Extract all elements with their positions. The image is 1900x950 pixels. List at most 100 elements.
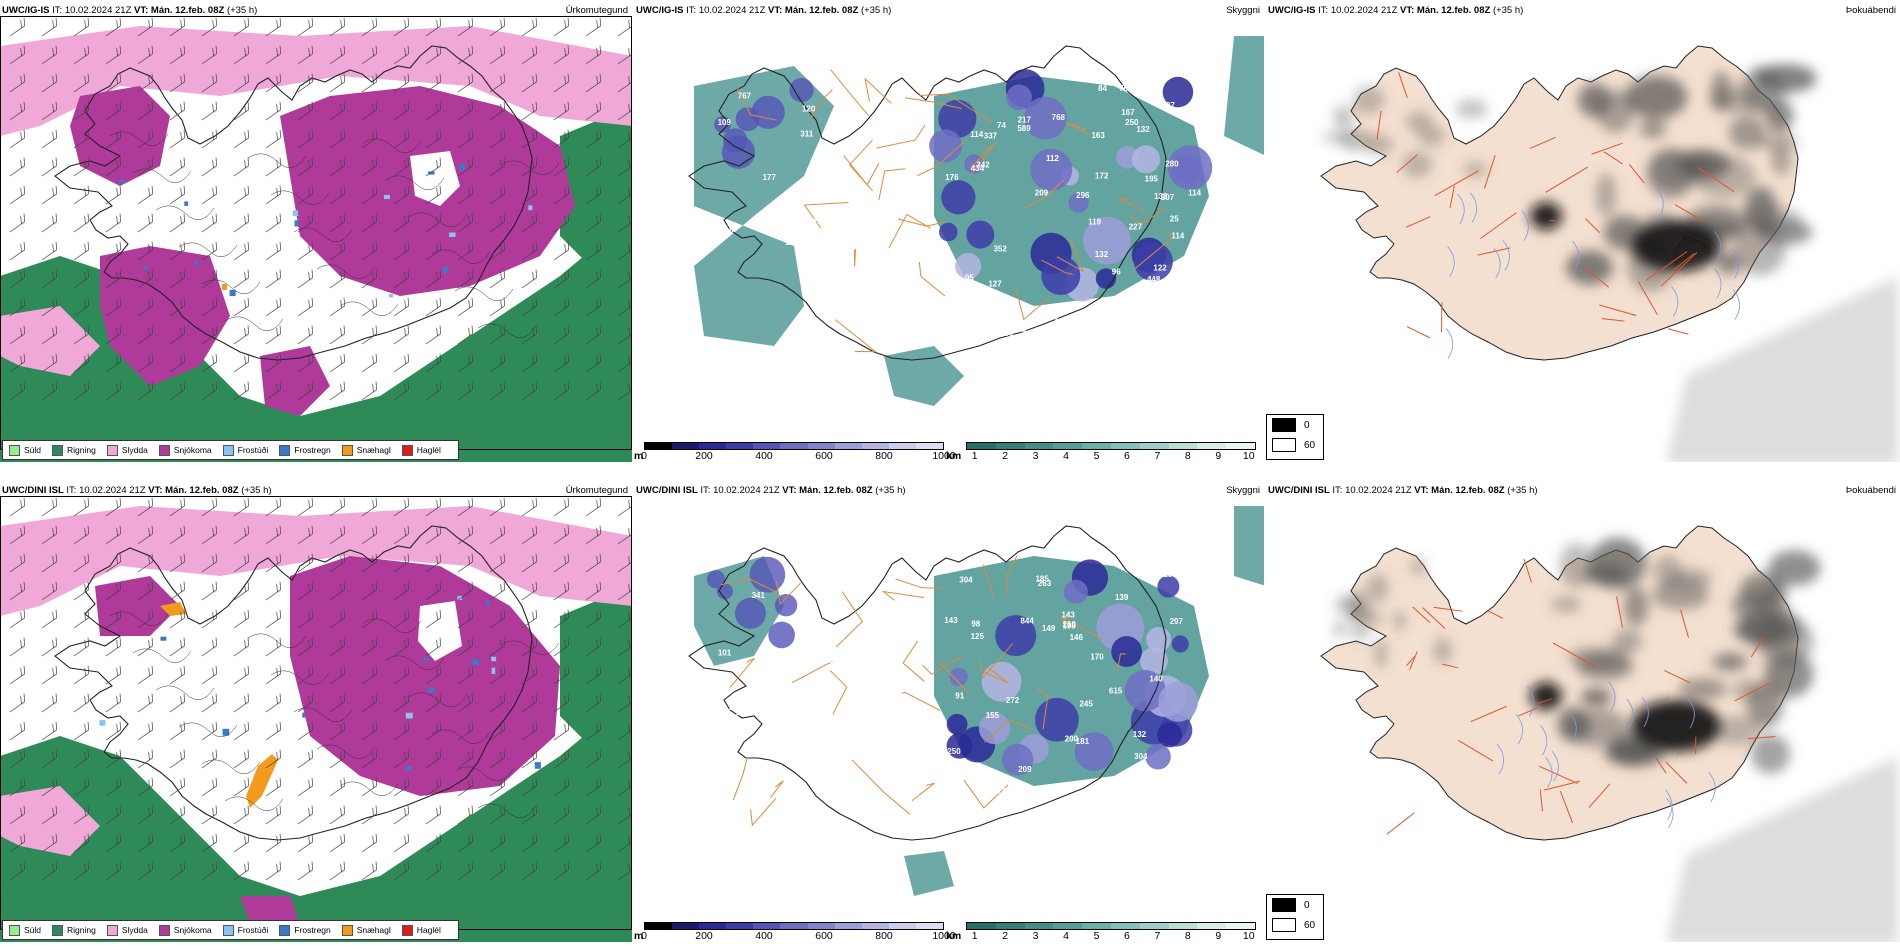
wind-barb: [617, 749, 632, 769]
wind-barb: [393, 805, 410, 825]
fog-cell: [1348, 609, 1383, 626]
wind-barb: [41, 693, 58, 713]
dry-patch: [418, 601, 462, 661]
wind-barb: [617, 805, 632, 825]
freezing-precip-spot: [99, 720, 106, 726]
legend-label: Rigning: [67, 445, 96, 455]
wind-barb: [297, 581, 314, 601]
panel-title: Þokuábendi: [1845, 485, 1896, 496]
cloud-base-height-label: 139: [1115, 593, 1129, 602]
wind-barb: [137, 497, 154, 517]
wind-barb: [617, 581, 632, 601]
wind-barb: [329, 129, 346, 149]
cloud-base-height-label: 25: [1170, 215, 1179, 224]
wind-barb: [233, 581, 250, 601]
low-visibility-area: [1224, 36, 1264, 156]
river: [1493, 247, 1501, 279]
wind-barb: [9, 241, 26, 261]
legend-item: Snæhagl: [341, 924, 391, 936]
fog-cell: [1596, 89, 1634, 133]
terrain-contour: [178, 722, 238, 737]
road: [1584, 218, 1600, 233]
river: [1545, 757, 1553, 788]
wind-barb: [361, 269, 378, 289]
wind-barb: [521, 693, 538, 713]
colorbar-segment: [780, 923, 808, 929]
cloud-base-height-label: 132: [1095, 250, 1109, 259]
wind-barb: [105, 637, 122, 657]
wind-barb: [9, 861, 26, 881]
colorbar-segment: [1197, 923, 1227, 929]
cloud-base-cell: [1063, 579, 1088, 604]
cloud-base-height-label: 597: [1161, 101, 1175, 110]
it-value: 10.02.2024 21Z: [1345, 485, 1412, 496]
fog-cell: [1405, 110, 1433, 133]
wind-barb: [553, 777, 570, 797]
terrain-contour: [316, 264, 376, 279]
wind-barb: [9, 185, 26, 205]
wind-barb: [393, 101, 410, 121]
wind-barb: [457, 777, 474, 797]
terrain-contour: [454, 286, 514, 301]
wind-barb: [169, 269, 186, 289]
ice-pellet-area: [246, 754, 278, 808]
wind-barb: [9, 665, 26, 685]
cloud-base-height-label: 304: [1134, 752, 1148, 761]
terrain-contour: [155, 205, 215, 220]
wind-barb: [329, 269, 346, 289]
panel-title: Skyggni: [1226, 5, 1260, 16]
road: [1457, 739, 1494, 762]
wind-barb: [9, 353, 26, 373]
legend-label: Snæhagl: [356, 445, 391, 455]
wind-barb: [585, 805, 602, 825]
road: [905, 97, 962, 110]
colorbar-tick: 800: [875, 450, 893, 462]
coastline: [54, 45, 533, 361]
wind-barb: [105, 609, 122, 629]
wind-barb: [137, 665, 154, 685]
colorbar-segment: [915, 443, 944, 449]
legend-label: 60: [1304, 439, 1316, 451]
terrain-contour: [270, 670, 330, 685]
wind-barb: [393, 353, 410, 373]
wind-barb: [393, 637, 410, 657]
cloud-base-cell: [706, 570, 726, 589]
legend-label: Snæhagl: [356, 925, 391, 935]
wind-barb: [137, 129, 154, 149]
cloud-base-cell: [995, 615, 1037, 657]
wind-barb: [233, 241, 250, 261]
wind-barb: [265, 269, 282, 289]
precip-panel: UWC/DINI ISL IT: 10.02.2024 21Z VT: Mán.…: [0, 482, 632, 942]
wind-barb: [521, 749, 538, 769]
wind-barb: [73, 17, 90, 37]
road: [776, 580, 802, 606]
wind-barb: [457, 805, 474, 825]
wind-barb: [169, 381, 186, 401]
road: [1552, 642, 1597, 668]
panel-title: Þokuábendi: [1845, 5, 1896, 16]
cloud-base-height-label: 280: [1165, 159, 1179, 168]
wind-barb: [105, 525, 122, 545]
wind-barb: [233, 17, 250, 37]
colorbar-segment: [834, 923, 862, 929]
wind-barb: [489, 129, 506, 149]
wind-barb: [393, 833, 410, 853]
wind-barb: [73, 665, 90, 685]
road: [1750, 636, 1765, 658]
colorbar-tick: 5: [1093, 450, 1100, 462]
road: [1637, 281, 1658, 315]
wind-barb: [585, 325, 602, 345]
wind-barb: [393, 381, 410, 401]
wind-barb: [361, 553, 378, 573]
wind-barb: [105, 497, 122, 517]
wind-barb: [41, 665, 58, 685]
wind-barb: [457, 269, 474, 289]
colorbar-tick: 7: [1154, 930, 1161, 942]
wind-barb: [457, 637, 474, 657]
wind-barb: [233, 213, 250, 233]
cloud-base-height-label: 297: [1170, 617, 1184, 626]
fog-cell: [1733, 226, 1786, 276]
wind-barb: [521, 325, 538, 345]
wind-barb: [73, 861, 90, 881]
legend-item: Rigning: [52, 444, 96, 456]
